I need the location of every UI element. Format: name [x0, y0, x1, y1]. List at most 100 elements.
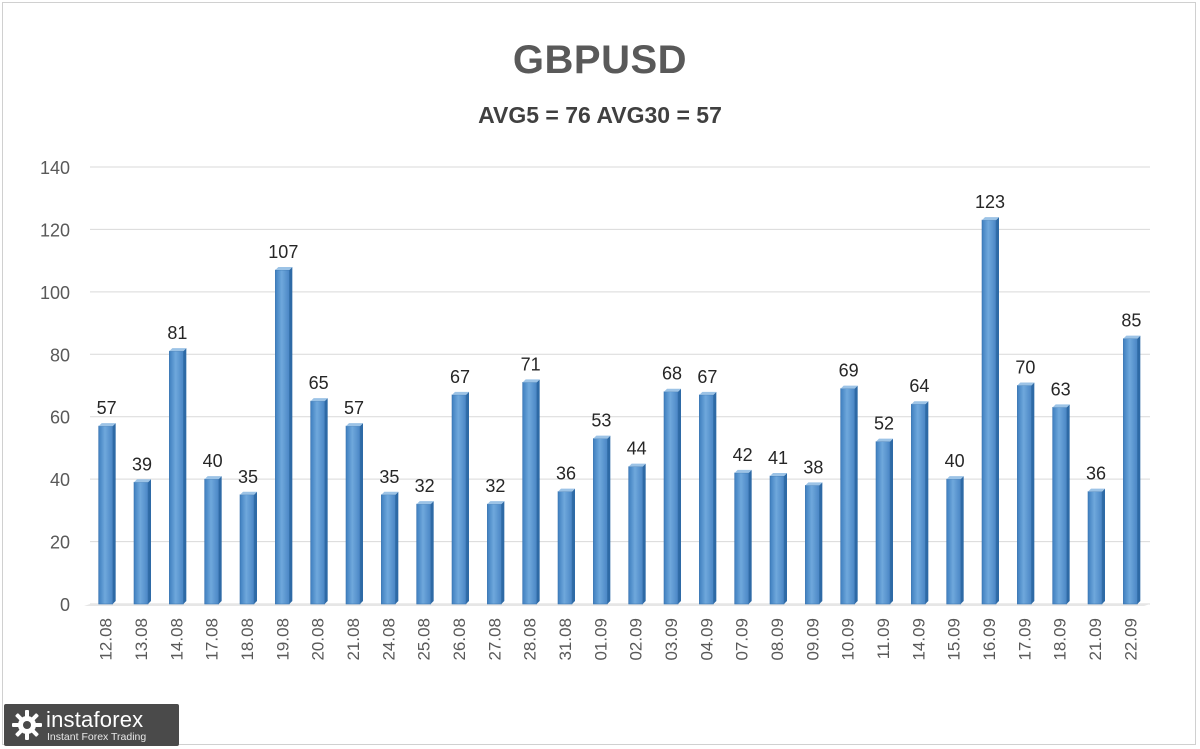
- bar-top: [240, 491, 257, 495]
- bar-17.08: [204, 476, 222, 605]
- bar-top: [982, 217, 999, 221]
- x-tick-label: 03.09: [662, 618, 681, 661]
- bar-19.08: [275, 267, 293, 605]
- x-tick-label: 17.09: [1015, 618, 1034, 661]
- bar-22.09: [1123, 335, 1141, 605]
- x-tick-label: 08.09: [768, 618, 787, 661]
- bar-21.08: [345, 423, 363, 605]
- bar-side: [996, 217, 999, 605]
- data-label: 67: [697, 367, 717, 387]
- bar-side: [218, 476, 222, 604]
- bar-front: [98, 425, 113, 605]
- bar-13.08: [133, 479, 151, 605]
- data-label: 67: [450, 367, 470, 387]
- bar-side: [466, 391, 469, 604]
- bar-front: [981, 219, 997, 605]
- bar-side: [960, 476, 964, 604]
- bar-top: [699, 391, 717, 395]
- data-label: 57: [97, 398, 117, 418]
- bar-25.08: [416, 501, 434, 605]
- x-tick-label: 04.09: [697, 618, 716, 661]
- y-tick-label: 60: [50, 408, 70, 428]
- bar-front: [628, 466, 643, 605]
- y-tick-label: 40: [50, 470, 70, 490]
- data-label: 57: [344, 398, 364, 418]
- data-label: 63: [1051, 379, 1071, 399]
- bar-top: [452, 391, 469, 395]
- data-labels: 57 39 81 40 35 107 65 57 35 32 67 32 71 36 53 44 68 67 42 4…: [97, 192, 1142, 496]
- bar-side: [324, 398, 328, 604]
- bar-side: [1031, 382, 1035, 604]
- bar-side: [572, 488, 575, 604]
- bar-side: [678, 388, 681, 604]
- bar-side: [1102, 488, 1105, 604]
- y-tick-label: 100: [40, 283, 70, 303]
- bar-front: [557, 491, 573, 605]
- bar-top: [346, 423, 363, 427]
- bar-18.09: [1052, 404, 1070, 605]
- bar-top: [805, 482, 823, 486]
- bar-top: [310, 398, 328, 402]
- data-label: 36: [1086, 464, 1106, 484]
- bar-side: [1066, 404, 1070, 604]
- x-tick-label: 27.08: [485, 618, 504, 661]
- bar-side: [607, 435, 611, 604]
- data-label: 65: [309, 373, 329, 393]
- bar-side: [713, 391, 717, 604]
- bar-side: [784, 473, 787, 604]
- bar-17.09: [1017, 382, 1035, 605]
- bar-front: [522, 382, 537, 605]
- x-tick-label: 11.09: [874, 618, 893, 659]
- data-label: 38: [803, 457, 823, 477]
- bar-front: [734, 472, 749, 605]
- bar-side: [819, 482, 823, 604]
- bar-front: [840, 388, 855, 605]
- x-tick-label: 20.08: [309, 618, 328, 661]
- bar-03.09: [663, 388, 681, 605]
- gear-icon: [12, 710, 42, 740]
- bar-side: [501, 501, 505, 604]
- x-tick-label: 10.09: [839, 618, 858, 661]
- logo-name: instaforex: [46, 707, 144, 732]
- bar-front: [1087, 491, 1103, 605]
- bar-front: [381, 494, 396, 605]
- instaforex-logo: instaforex Instant Forex Trading: [4, 704, 179, 746]
- data-label: 123: [975, 192, 1005, 212]
- y-axis-ticks: 0 20 40 60 80 100 120 140: [40, 158, 70, 615]
- data-label: 70: [1015, 358, 1035, 378]
- bar-side: [289, 267, 293, 604]
- x-tick-label: 28.08: [521, 618, 540, 661]
- bar-20.08: [310, 398, 328, 605]
- bar-07.09: [734, 469, 752, 605]
- chart-floor: [84, 604, 1150, 606]
- bar-top: [876, 438, 893, 442]
- bar-side: [1137, 335, 1141, 604]
- bar-26.08: [451, 391, 469, 605]
- data-label: 52: [874, 414, 894, 434]
- x-tick-label: 21.09: [1086, 618, 1105, 661]
- bar-front: [487, 503, 502, 605]
- bar-side: [183, 348, 187, 604]
- bar-24.08: [381, 491, 399, 605]
- x-tick-label: 24.08: [379, 618, 398, 661]
- x-tick-label: 25.08: [415, 618, 434, 661]
- bar-28.08: [522, 379, 540, 605]
- bar-front: [416, 503, 431, 605]
- x-axis-ticks: 12.08 13.08 14.08 17.08 18.08 19.08 20.08 21.08…: [97, 618, 1141, 661]
- bar-04.09: [699, 391, 717, 605]
- x-tick-label: 07.09: [733, 618, 752, 661]
- bar-top: [1123, 335, 1141, 339]
- bar-09.09: [805, 482, 823, 605]
- data-label: 32: [415, 476, 435, 496]
- bar-side: [925, 401, 929, 604]
- x-tick-label: 15.09: [945, 618, 964, 661]
- bar-top: [911, 401, 929, 405]
- bar-front: [946, 478, 961, 605]
- bar-12.08: [98, 423, 116, 605]
- data-label: 68: [662, 364, 682, 384]
- bar-side: [148, 479, 151, 604]
- x-tick-label: 19.08: [273, 618, 292, 661]
- bar-side: [395, 491, 399, 604]
- grid-lines: [84, 166, 1150, 606]
- y-tick-label: 0: [60, 595, 70, 615]
